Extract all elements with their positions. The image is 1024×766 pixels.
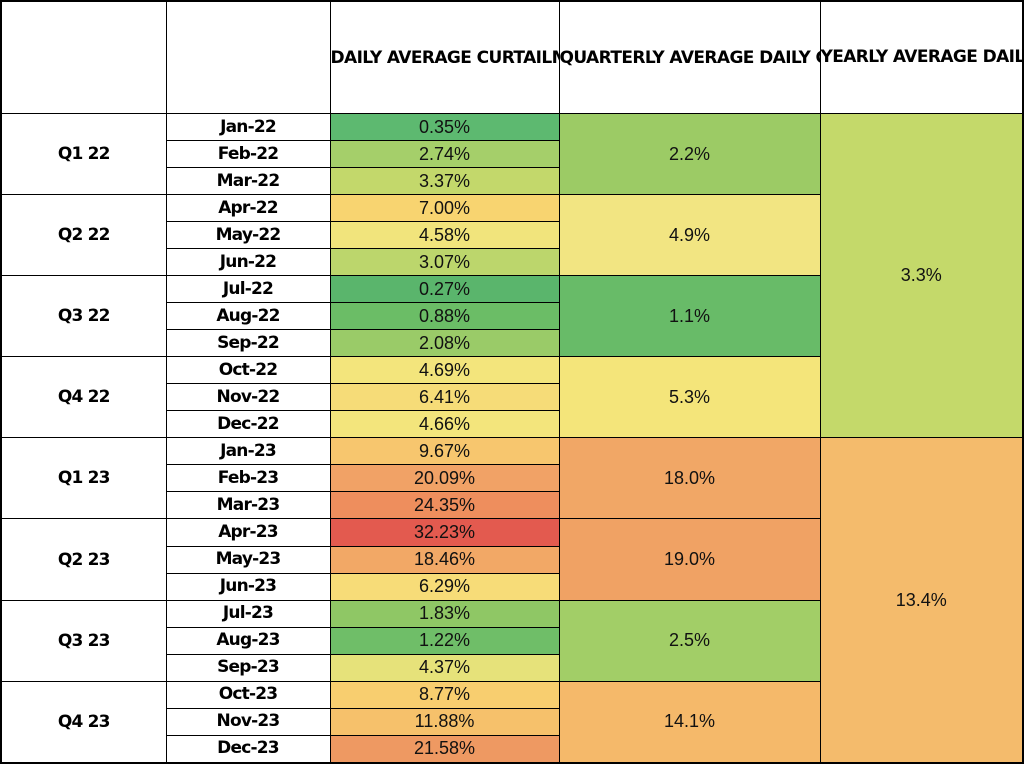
month-label: Jan-23 xyxy=(165,437,331,466)
header-row: DAILY AVERAGE CURTAILMENT (%) QUARTERLY … xyxy=(0,0,1024,114)
yearly-average-value: 3.3% xyxy=(819,112,1024,439)
daily-average-header: DAILY AVERAGE CURTAILMENT (%) xyxy=(329,0,560,114)
table-row: Q2 23 Apr-23 32.23% 19.0% xyxy=(0,518,1023,601)
daily-average-value: 0.88% xyxy=(329,302,560,331)
quarter-label: Q1 22 xyxy=(0,112,167,196)
quarter-label: Q3 22 xyxy=(0,275,167,358)
daily-average-value: 3.07% xyxy=(329,248,560,277)
daily-average-value: 0.27% xyxy=(329,275,560,304)
month-label: Sep-22 xyxy=(165,329,331,358)
month-label: Jul-22 xyxy=(165,275,331,304)
month-label: Aug-23 xyxy=(165,626,331,655)
month-label: Mar-23 xyxy=(165,491,331,520)
daily-average-value: 1.22% xyxy=(329,626,560,655)
quarterly-average-value: 1.1% xyxy=(558,275,821,358)
quarter-label: Q2 23 xyxy=(0,518,167,601)
quarter-label: Q3 23 xyxy=(0,599,167,682)
month-label: Sep-23 xyxy=(165,653,331,682)
table-row: Q4 23 Oct-23 8.77% 14.1% xyxy=(0,680,1023,764)
daily-average-value: 21.58% xyxy=(329,734,560,764)
table-row: Aug-23 1.22% xyxy=(1,626,1023,655)
month-label: Oct-22 xyxy=(165,356,331,385)
daily-average-value: 4.58% xyxy=(329,221,560,250)
daily-average-value: 8.77% xyxy=(329,680,560,709)
quarter-label: Q4 23 xyxy=(0,680,167,764)
table-row: Mar-22 3.37% xyxy=(1,167,1023,196)
daily-average-value: 7.00% xyxy=(329,194,560,223)
month-label: May-23 xyxy=(165,545,331,574)
table-row: Feb-22 2.74% xyxy=(1,140,1023,169)
table-row: Q3 22 Jul-22 0.27% 1.1% xyxy=(0,275,1023,358)
daily-average-value: 11.88% xyxy=(329,707,560,736)
month-label: Dec-23 xyxy=(165,734,331,764)
daily-average-value: 20.09% xyxy=(329,464,560,493)
table-row: May-22 4.58% xyxy=(1,221,1023,250)
quarterly-average-value: 18.0% xyxy=(558,437,821,520)
daily-average-value: 1.83% xyxy=(329,599,560,628)
daily-average-value: 0.35% xyxy=(329,112,560,142)
daily-average-value: 2.08% xyxy=(329,329,560,358)
quarterly-average-value: 4.9% xyxy=(558,194,821,277)
month-label: Feb-22 xyxy=(165,140,331,169)
month-label: Jun-22 xyxy=(165,248,331,277)
daily-average-value: 18.46% xyxy=(329,545,560,574)
table-row: Dec-23 21.58% xyxy=(1,734,1023,764)
daily-average-value: 32.23% xyxy=(329,518,560,547)
yearly-average-header: YEARLY AVERAGE DAILY CURTAILMENT (%) xyxy=(819,0,1024,114)
table-row: Feb-23 20.09% xyxy=(1,464,1023,493)
quarterly-average-value: 14.1% xyxy=(558,680,821,764)
month-header-cell xyxy=(165,0,331,114)
quarterly-average-value: 19.0% xyxy=(558,518,821,601)
daily-average-value: 6.29% xyxy=(329,572,560,601)
table-row: Mar-23 24.35% xyxy=(1,491,1023,520)
table-row: Q1 22 Jan-22 0.35% 2.2% 3.3% xyxy=(0,112,1024,439)
month-label: Jan-22 xyxy=(165,112,331,142)
quarterly-average-header: QUARTERLY AVERAGE DAILY CURTAILMENT (%) xyxy=(558,0,821,114)
yearly-average-value: 13.4% xyxy=(819,437,1024,764)
quarter-header-cell xyxy=(0,0,167,114)
table-row: May-23 18.46% xyxy=(1,545,1023,574)
month-label: Aug-22 xyxy=(165,302,331,331)
daily-average-value: 4.66% xyxy=(329,410,560,439)
month-label: Nov-23 xyxy=(165,707,331,736)
month-label: May-22 xyxy=(165,221,331,250)
month-label: Jun-23 xyxy=(165,572,331,601)
month-label: Apr-22 xyxy=(165,194,331,223)
table-body: Q1 22 Jan-22 0.35% 2.2% 3.3% Feb-22 2.74% Mar-2… xyxy=(0,112,1024,764)
quarterly-average-value: 2.2% xyxy=(558,112,821,196)
daily-average-value: 3.37% xyxy=(329,167,560,196)
daily-average-value: 6.41% xyxy=(329,383,560,412)
daily-average-value: 2.74% xyxy=(329,140,560,169)
month-label: Feb-23 xyxy=(165,464,331,493)
table-row: Sep-22 2.08% xyxy=(1,329,1023,358)
table-row: Nov-22 6.41% xyxy=(1,383,1023,412)
month-label: Apr-23 xyxy=(165,518,331,547)
month-label: Mar-22 xyxy=(165,167,331,196)
month-label: Nov-22 xyxy=(165,383,331,412)
table-row: Q4 22 Oct-22 4.69% 5.3% xyxy=(0,356,1023,439)
month-label: Oct-23 xyxy=(165,680,331,709)
table-row: Q2 22 Apr-22 7.00% 4.9% xyxy=(0,194,1023,277)
quarterly-average-value: 2.5% xyxy=(558,599,821,682)
month-label: Jul-23 xyxy=(165,599,331,628)
daily-average-value: 4.37% xyxy=(329,653,560,682)
quarter-label: Q4 22 xyxy=(0,356,167,439)
table-row: Q1 23 Jan-23 9.67% 18.0% 13.4% xyxy=(0,437,1024,764)
daily-average-value: 24.35% xyxy=(329,491,560,520)
table-row: Jun-22 3.07% xyxy=(1,248,1023,277)
table-row: Sep-23 4.37% xyxy=(1,653,1023,682)
daily-average-value: 9.67% xyxy=(329,437,560,466)
month-label: Dec-22 xyxy=(165,410,331,439)
quarter-label: Q1 23 xyxy=(0,437,167,520)
quarter-label: Q2 22 xyxy=(0,194,167,277)
daily-average-value: 4.69% xyxy=(329,356,560,385)
table-row: Nov-23 11.88% xyxy=(1,707,1023,736)
quarterly-average-value: 5.3% xyxy=(558,356,821,439)
